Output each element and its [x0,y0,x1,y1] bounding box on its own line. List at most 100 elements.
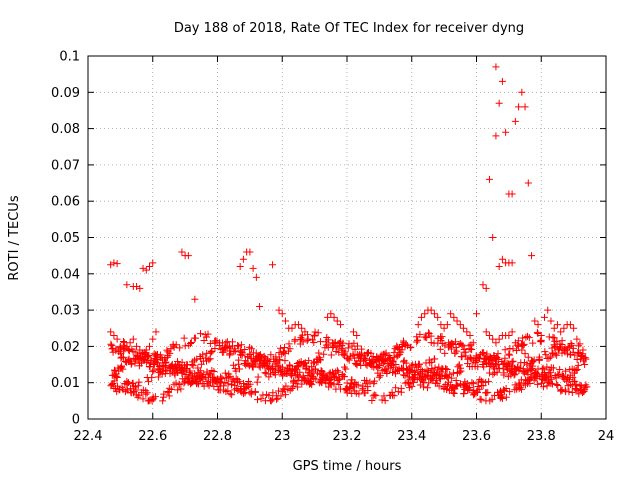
data-point [224,380,232,388]
data-point [338,345,346,353]
data-point [159,397,167,405]
data-point [495,99,503,107]
data-point [119,353,127,361]
data-point [547,353,555,361]
data-point [435,363,443,371]
data-point [221,379,229,387]
data-point [136,346,144,354]
data-point [416,330,424,338]
data-point [509,345,517,353]
data-point [256,302,264,310]
y-axis-label: ROTI / TECUs [7,195,22,280]
data-point [553,380,561,388]
data-point [498,255,506,263]
data-point [318,368,326,376]
data-point [290,366,298,374]
data-point [302,365,310,373]
data-point [123,386,131,394]
data-point [281,357,289,365]
data-point [286,345,294,353]
data-point [335,348,343,356]
data-point [152,328,160,336]
data-point [475,385,483,393]
data-point [164,388,172,396]
data-point [405,379,413,387]
data-point [474,363,482,371]
data-point [581,360,589,368]
data-point [310,359,318,367]
data-point [573,387,581,395]
data-point [363,377,371,385]
data-point [357,362,365,370]
data-point [392,361,400,369]
data-point [107,340,115,348]
data-point [353,332,361,340]
data-point [291,337,299,345]
data-point [178,248,186,256]
data-point [246,248,254,256]
y-tick-label: 0.01 [51,376,80,391]
data-point [350,339,358,347]
data-point [508,259,516,267]
data-point [137,359,145,367]
data-point [529,339,537,347]
data-point [577,382,585,390]
data-point [442,365,450,373]
data-point [392,384,400,392]
data-point [241,384,249,392]
data-point [125,379,133,387]
data-point [333,367,341,375]
data-point [153,352,161,360]
data-point [238,350,246,358]
data-point [521,350,529,358]
data-point [511,339,519,347]
data-point [497,387,505,395]
data-point [159,393,167,401]
data-point [272,353,280,361]
data-point [566,321,574,329]
data-point [444,382,452,390]
data-point [285,340,293,348]
data-point [282,391,290,399]
data-point [277,392,285,400]
data-point [564,343,572,351]
x-tick-label: 22.6 [138,429,167,444]
data-point [417,365,425,373]
data-point [294,321,302,329]
data-point [558,341,566,349]
data-point [280,343,288,351]
data-point [465,342,473,350]
data-point [498,77,506,85]
data-point [381,350,389,358]
y-tick-label: 0 [72,413,80,428]
data-point [149,335,157,343]
data-point [194,379,202,387]
data-point [521,103,529,111]
data-point [228,391,236,399]
data-point [382,366,390,374]
data-point [417,313,425,321]
data-point [479,281,487,289]
data-point [278,310,286,318]
data-point [278,363,286,371]
data-point [489,370,497,378]
data-point [434,313,442,321]
data-point [368,397,376,405]
data-point [510,371,518,379]
data-point [205,356,213,364]
data-point [443,321,451,329]
data-point [500,371,508,379]
data-point [427,332,435,340]
data-point [113,260,121,268]
data-point [269,389,277,397]
data-point [129,335,137,343]
data-point [339,339,347,347]
data-point [186,367,194,375]
data-point [440,324,448,332]
data-point [515,103,523,111]
data-point [305,357,313,365]
y-tick-label: 0.07 [51,158,80,173]
data-point [220,348,228,356]
data-point [482,389,490,397]
data-point [139,264,147,272]
